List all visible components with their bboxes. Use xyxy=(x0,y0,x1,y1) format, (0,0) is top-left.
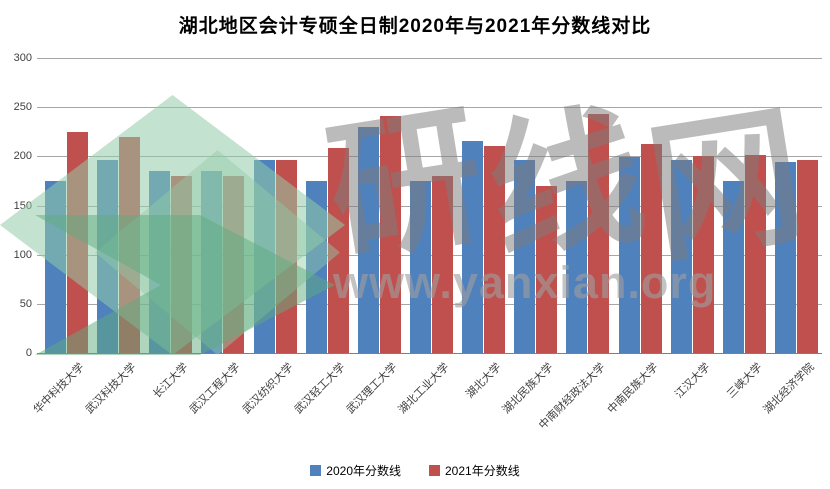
x-axis-label: 武汉纺织大学 xyxy=(240,361,296,417)
bar-2020 xyxy=(775,162,796,353)
bar-2021 xyxy=(223,176,244,353)
y-axis-tick-label: 50 xyxy=(19,298,32,310)
x-axis-label: 武汉工程大学 xyxy=(187,361,244,417)
bar-2021 xyxy=(484,146,505,353)
y-axis-tick-label: 0 xyxy=(25,347,32,359)
gridline xyxy=(37,107,822,108)
x-axis-label: 中南民族大学 xyxy=(604,361,661,417)
bar-2020 xyxy=(619,157,640,353)
bar-2021 xyxy=(328,148,349,353)
bar-2020 xyxy=(201,171,222,353)
bar-2020 xyxy=(671,160,692,353)
bar-2021 xyxy=(797,160,818,353)
bar-2020 xyxy=(97,160,118,353)
bar-2021 xyxy=(745,155,766,353)
legend-swatch xyxy=(429,465,440,476)
legend-label: 2020年分数线 xyxy=(326,464,401,478)
x-axis-label: 湖北工业大学 xyxy=(396,361,452,417)
bar-2020 xyxy=(410,181,431,353)
x-axis-label: 长江大学 xyxy=(151,361,191,401)
bar-2020 xyxy=(45,181,66,353)
x-axis-label: 江汉大学 xyxy=(672,361,713,401)
bar-2021 xyxy=(536,186,557,353)
bar-2021 xyxy=(588,114,609,353)
bar-2021 xyxy=(67,132,88,353)
gridline xyxy=(37,58,822,59)
chart-legend: 2020年分数线 2021年分数线 xyxy=(0,462,830,479)
y-axis-tick-label: 200 xyxy=(13,150,32,162)
bar-2020 xyxy=(358,127,379,353)
x-axis-label: 华中科技大学 xyxy=(31,361,87,417)
x-axis-label: 湖北大学 xyxy=(464,361,504,401)
y-axis-tick-label: 300 xyxy=(13,52,32,64)
bar-2021 xyxy=(380,116,401,353)
y-axis-tick-label: 100 xyxy=(13,249,32,261)
x-axis-label: 武汉理工大学 xyxy=(344,361,400,417)
chart-title: 湖北地区会计专硕全日制2020年与2021年分数线对比 xyxy=(178,16,652,37)
x-axis-line xyxy=(37,353,822,354)
bar-2020 xyxy=(462,141,483,353)
legend-item: 2021年分数线 xyxy=(429,462,520,479)
bar-2020 xyxy=(723,181,744,353)
bar-2020 xyxy=(566,181,587,353)
bar-2020 xyxy=(514,160,535,353)
bar-2020 xyxy=(254,160,275,353)
bar-2021 xyxy=(693,156,714,353)
x-axis-label: 武汉轻工大学 xyxy=(292,361,348,417)
bar-2021 xyxy=(119,137,140,353)
legend-item: 2020年分数线 xyxy=(310,462,401,479)
legend-label: 2021年分数线 xyxy=(445,464,520,478)
bar-2020 xyxy=(149,171,170,353)
x-axis-label: 武汉科技大学 xyxy=(83,361,139,417)
y-axis-tick-label: 250 xyxy=(13,101,32,113)
bar-2021 xyxy=(276,160,297,353)
legend-swatch xyxy=(310,465,322,476)
bar-2021 xyxy=(641,144,662,353)
x-axis-label: 湖北经济学院 xyxy=(761,361,817,417)
gridline xyxy=(37,156,822,157)
x-axis-label: 三峡大学 xyxy=(724,361,765,401)
bar-2021 xyxy=(171,176,192,353)
bar-2020 xyxy=(306,181,327,353)
y-axis-tick-label: 150 xyxy=(13,200,32,212)
bar-2021 xyxy=(432,176,453,353)
